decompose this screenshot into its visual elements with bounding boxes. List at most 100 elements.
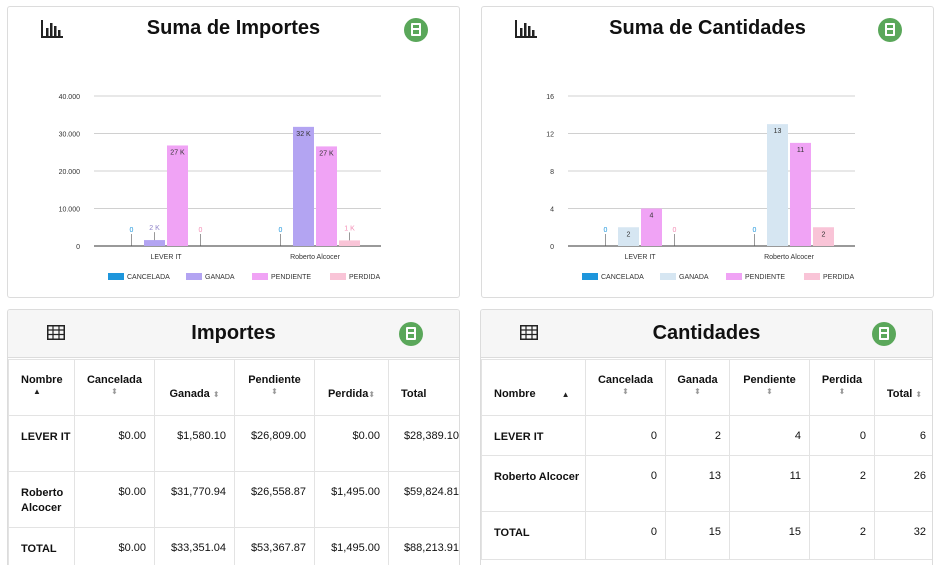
legend-entry: CANCELADA [127,274,170,281]
importes-table-title: Importes [191,322,276,344]
legend-swatch [582,273,598,280]
y-tick-label: 30.000 [59,132,81,139]
header-label: Ganada [169,388,210,400]
header-label: Cancelada [597,374,654,386]
cell-total: $88,213.91 [388,527,459,565]
data-label: 0 [753,227,757,234]
cell-ganada: $1,580.10 [154,415,235,472]
cantidades-bar-chart: 0 4 8 12 16 0 2 4 0 LEVER IT 0 13 11 2 Roberto Alcocer… [546,94,855,281]
header-label: Ganada [677,374,718,386]
column-header-pendiente[interactable]: Pendiente ⬍ [234,359,315,416]
cell-pendiente: 4 [729,415,810,456]
column-header-perdida[interactable]: Perdida⬍ [314,359,389,416]
column-header-perdida[interactable]: Perdida⬍ [809,359,875,416]
bar [641,208,662,246]
bar [813,227,834,246]
cell-pendiente: 11 [729,455,810,512]
cell-total: $59,824.81 [388,471,459,528]
legend-swatch [726,273,742,280]
cell-cancelada: $0.00 [74,527,155,565]
legend-swatch [252,273,268,280]
legend-entry: CANCELADA [601,274,644,281]
importes-table-card: Importes Nombre ▲ Cancelada ⬍ Ganada ⬍ Pen… [7,309,460,565]
cell-total: 32 [874,511,932,560]
table-row: Roberto Alcocer 0 13 11 2 26 [481,455,932,512]
column-header-cancelada[interactable]: Cancelada ⬍ [585,359,666,416]
legend-entry: GANADA [679,274,709,281]
legend-entry: PENDIENTE [745,274,785,281]
column-header-nombre[interactable]: Nombre ▲ [8,359,75,416]
y-tick-label: 40.000 [59,94,81,101]
cell-perdida: $1,495.00 [314,527,389,565]
table-row-total: TOTAL 0 15 15 2 32 [481,511,932,560]
cell-ganada: $31,770.94 [154,471,235,528]
data-label: 0 [604,227,608,234]
cell-total: 26 [874,455,932,512]
data-label: 32 K [296,131,311,138]
column-header-pendiente[interactable]: Pendiente ⬍ [729,359,810,416]
header-label: Nombre [21,374,63,386]
export-sheet-icon[interactable] [872,322,896,346]
header-label: Total [886,388,913,400]
importes-bar-chart: 0 10.000 20.000 30.000 40.000 0 2 K 27 K 0 LEVER … [59,94,381,281]
sort-asc-icon: ▲ [561,390,570,399]
cantidades-table-header: Cantidades [481,310,932,358]
legend-swatch [186,273,202,280]
cell-pendiente: $26,558.87 [234,471,315,528]
legend-entry: PERDIDA [349,274,380,281]
sort-icon: ⬍ [368,390,376,399]
importes-table-header: Importes [8,310,459,358]
sort-icon: ⬍ [271,387,278,396]
cell-pendiente: $53,367.87 [234,527,315,565]
y-tick-label: 8 [550,169,554,176]
sort-icon: ⬍ [915,390,923,399]
sort-asc-icon: ▲ [33,387,41,396]
y-tick-label: 10.000 [59,207,81,214]
data-label: 13 [774,128,782,135]
column-header-ganada[interactable]: Ganada ⬍ [154,359,235,416]
export-sheet-icon[interactable] [878,18,902,42]
cantidades-table-title: Cantidades [652,322,761,344]
column-header-ganada[interactable]: Ganada ⬍ [665,359,730,416]
cell-cancelada: $0.00 [74,471,155,528]
header-label: Perdida [327,388,369,400]
data-label: 0 [130,227,134,234]
y-tick-label: 12 [546,132,554,139]
data-label: 0 [199,227,203,234]
header-label: Total [401,388,427,400]
column-header-total[interactable]: Total ⬍ [874,359,932,416]
column-header-nombre[interactable]: Nombre ▲ [481,359,586,416]
export-sheet-icon[interactable] [399,322,423,346]
legend-swatch [804,273,820,280]
table-row: LEVER IT 0 2 4 0 6 [481,415,932,456]
y-tick-label: 0 [76,244,80,251]
row-name: Roberto Alcocer [481,455,586,512]
data-label: 2 [822,231,826,238]
column-header-total[interactable]: Total [388,359,459,416]
row-name: TOTAL [8,527,75,565]
data-label: 0 [673,227,677,234]
cantidades-chart-card: Suma de Cantidades 0 4 8 12 16 0 2 4 0 LEVER IT 0 1… [481,6,934,298]
column-header-cancelada[interactable]: Cancelada ⬍ [74,359,155,416]
cell-perdida: 2 [809,511,875,560]
cantidades-chart-title: Suma de Cantidades [609,17,806,39]
cell-total: 6 [874,415,932,456]
table-row-total: TOTAL $0.00 $33,351.04 $53,367.87 $1,495… [8,527,459,565]
bar [767,124,788,246]
cantidades-table-card: Cantidades Nombre ▲ Cancelada ⬍ Ganada ⬍ Pe… [480,309,933,565]
sort-icon: ⬍ [622,387,629,396]
bar [167,145,188,246]
x-tick-label: Roberto Alcocer [764,254,814,261]
data-label: 2 [627,231,631,238]
legend-swatch [660,273,676,280]
row-name: Roberto Alcocer [8,471,75,528]
row-name: TOTAL [481,511,586,560]
bar-chart-icon [515,20,537,38]
row-name: LEVER IT [481,415,586,456]
export-sheet-icon[interactable] [404,18,428,42]
header-label: Nombre [494,388,536,400]
cell-cancelada: $0.00 [74,415,155,472]
x-tick-label: Roberto Alcocer [290,254,340,261]
y-tick-label: 16 [546,94,554,101]
legend-entry: PERDIDA [823,274,854,281]
